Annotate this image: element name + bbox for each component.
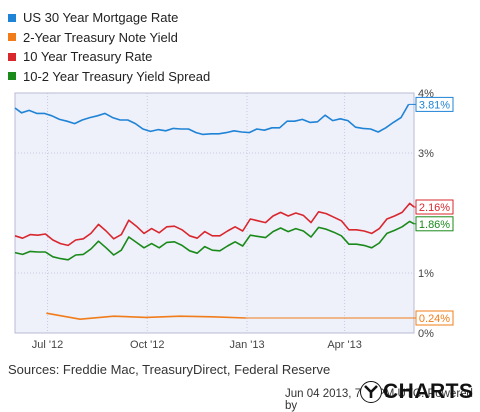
legend-swatch [8,33,16,42]
x-tick-label: Jan '13 [229,339,264,351]
chart-legend: US 30 Year Mortgage Rate 2-Year Treasury… [8,8,210,86]
legend-swatch [8,52,16,61]
y-tick-label: 3% [418,148,434,160]
ycharts-wordmark: CHARTS [383,380,474,403]
ycharts-y-logo-icon [360,381,382,403]
end-label-box [415,310,454,326]
legend-item-10yr-rate[interactable]: 10 Year Treasury Rate [8,47,210,67]
chart-source: Sources: Freddie Mac, TreasuryDirect, Fe… [8,362,331,377]
legend-label: 2-Year Treasury Note Yield [23,29,178,45]
series-line-2[interactable] [14,202,415,247]
y-tick-label: 0% [418,328,434,340]
end-value-label: 3.81% [419,99,450,111]
end-value-label: 2.16% [419,202,450,214]
series-line-0[interactable] [14,104,410,136]
legend-item-2yr-yield[interactable]: 2-Year Treasury Note Yield [8,28,210,48]
ycharts-logo[interactable]: CHARTS [360,380,474,404]
end-label-box [415,216,454,232]
plot-area [15,93,414,333]
legend-label: US 30 Year Mortgage Rate [23,10,179,26]
end-label-box [415,199,454,215]
legend-label: 10-2 Year Treasury Yield Spread [23,68,211,84]
x-tick-label: Jul '12 [32,339,63,351]
legend-item-mortgage-rate[interactable]: US 30 Year Mortgage Rate [8,8,210,28]
plot-frame [14,92,415,334]
end-value-label: 1.86% [419,219,450,231]
series-line-1[interactable] [46,312,246,320]
legend-swatch [8,72,16,81]
legend-swatch [8,13,16,22]
x-tick-label: Apr '13 [327,339,362,351]
x-tick-label: Oct '12 [130,339,165,351]
line-chart: 0%1%3%4%Jul '12 Oct '12 Jan '13 Apr '133.81… [14,88,454,351]
end-value-label: 0.24% [419,313,450,325]
series-line-3[interactable] [14,220,415,261]
end-label-box [415,96,454,112]
legend-label: 10 Year Treasury Rate [23,49,153,65]
legend-item-yield-spread[interactable]: 10-2 Year Treasury Yield Spread [8,67,210,87]
y-tick-label: 1% [418,268,434,280]
